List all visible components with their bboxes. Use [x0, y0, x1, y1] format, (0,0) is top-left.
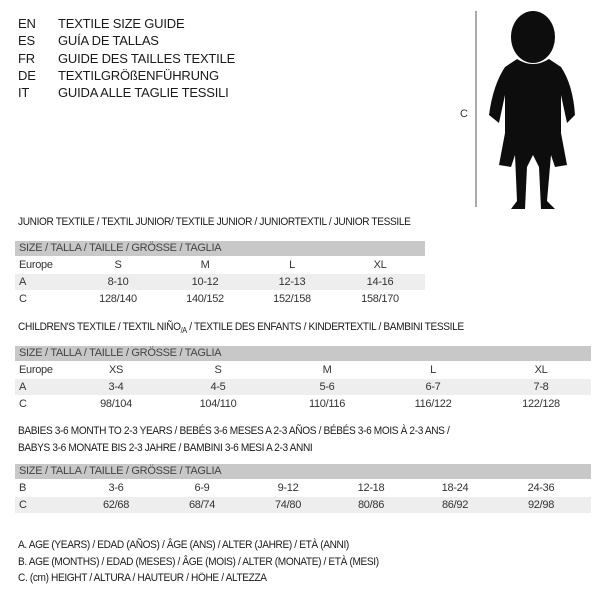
table-row: A 3-4 4-5 5-6 6-7 7-8 [15, 379, 591, 395]
table-cell: 110/116 [308, 398, 346, 410]
table-cell: 86/92 [441, 499, 469, 511]
language-code: DE [18, 67, 36, 83]
child-silhouette-figure [475, 11, 575, 209]
table-cell: 122/128 [522, 398, 560, 410]
table-cell: 24-36 [527, 482, 555, 494]
table-cell: 3-4 [108, 381, 124, 393]
babies-size-table: SIZE / TALLA / TAILLE / GRÖSSE / TAGLIA B… [15, 464, 591, 513]
row-label: A [19, 276, 27, 288]
junior-title: JUNIOR TEXTILE / TEXTIL JUNIOR/ TEXTILE … [18, 216, 411, 228]
table-cell: 5-6 [319, 381, 335, 393]
table-cell: 7-8 [533, 381, 549, 393]
junior-size-table: SIZE / TALLA / TAILLE / GRÖSSE / TAGLIA E… [15, 241, 425, 307]
legend-b: B. AGE (MONTHS) / EDAD (MESES) / ÂGE (MO… [18, 556, 379, 568]
language-title: TEXTILGRÖßENFÜHRUNG [58, 67, 219, 83]
row-label: Europe [19, 259, 53, 271]
table-cell: M [200, 259, 210, 271]
row-label: C [19, 293, 27, 305]
language-title: TEXTILE SIZE GUIDE [58, 16, 185, 31]
table-cell: 158/170 [361, 293, 399, 305]
height-label: C [460, 108, 468, 120]
table-cell: XS [108, 364, 124, 376]
table-cell: M [322, 364, 332, 376]
table-cell: 12-13 [278, 276, 306, 288]
row-label: A [19, 381, 27, 393]
table-cell: 74/80 [274, 499, 302, 511]
table-cell: 92/98 [527, 499, 555, 511]
language-title: GUIDE DES TAILLES TEXTILE [58, 50, 236, 66]
table-cell: 4-5 [210, 381, 226, 393]
table-header: SIZE / TALLA / TAILLE / GRÖSSE / TAGLIA [15, 346, 591, 361]
table-row: B 3-6 6-9 9-12 12-18 18-24 24-36 [15, 480, 591, 496]
row-label: Europe [19, 364, 53, 376]
language-code: IT [18, 85, 30, 101]
table-cell: 9-12 [277, 482, 299, 494]
legend-a: A. AGE (YEARS) / EDAD (AÑOS) / ÂGE (ANS)… [18, 539, 349, 551]
row-label: C [19, 499, 27, 511]
table-cell: 116/122 [414, 398, 452, 410]
table-cell: 8-10 [107, 276, 129, 288]
table-cell: S [214, 364, 222, 376]
language-code: ES [18, 33, 35, 49]
table-cell: 152/158 [273, 293, 311, 305]
table-cell: 80/86 [357, 499, 385, 511]
table-cell: 68/74 [188, 499, 216, 511]
table-cell: 98/104 [100, 398, 132, 410]
table-row: C 98/104 104/110 110/116 116/122 122/128 [15, 396, 591, 412]
children-size-table: SIZE / TALLA / TAILLE / GRÖSSE / TAGLIA E… [15, 346, 591, 412]
table-cell: 6-9 [194, 482, 210, 494]
table-row: A 8-10 10-12 12-13 14-16 [15, 274, 425, 290]
language-code: EN [18, 16, 36, 31]
table-cell: S [114, 259, 122, 271]
table-cell: 18-24 [441, 482, 469, 494]
table-cell: 3-6 [108, 482, 124, 494]
table-cell: L [289, 259, 295, 271]
table-cell: 140/152 [186, 293, 224, 305]
table-cell: 12-18 [357, 482, 385, 494]
table-cell: 104/110 [199, 398, 237, 410]
table-row: Europe XS S M L XL [15, 362, 591, 378]
table-header: SIZE / TALLA / TAILLE / GRÖSSE / TAGLIA [15, 464, 591, 479]
table-row: Europe S M L XL [15, 257, 425, 273]
table-cell: 14-16 [366, 276, 394, 288]
table-header: SIZE / TALLA / TAILLE / GRÖSSE / TAGLIA [15, 241, 425, 256]
babies-title-line1: BABIES 3-6 MONTH TO 2-3 YEARS / BEBÉS 3-… [18, 425, 450, 437]
language-code: FR [18, 50, 35, 66]
table-row: C 128/140 140/152 152/158 158/170 [15, 291, 425, 307]
table-cell: 62/68 [102, 499, 130, 511]
table-cell: 10-12 [191, 276, 219, 288]
table-cell: 6-7 [425, 381, 441, 393]
row-label: C [19, 398, 27, 410]
babies-title-line2: BABYS 3-6 MONATE BIS 2-3 JAHRE / BAMBINI… [18, 442, 313, 454]
table-cell: XL [373, 259, 387, 271]
table-row: C 62/68 68/74 74/80 80/86 86/92 92/98 [15, 497, 591, 513]
table-cell: L [430, 364, 436, 376]
children-title: CHILDREN'S TEXTILE / TEXTIL NIÑO/A / TEX… [18, 321, 464, 336]
table-cell: 128/140 [99, 293, 137, 305]
language-title: GUIDA ALLE TAGLIE TESSILI [58, 85, 229, 101]
table-cell: XL [534, 364, 548, 376]
row-label: B [19, 482, 27, 494]
legend-c: C. (cm) HEIGHT / ALTURA / HAUTEUR / HÖHE… [18, 572, 267, 584]
language-title: GUÍA DE TALLAS [58, 33, 159, 49]
